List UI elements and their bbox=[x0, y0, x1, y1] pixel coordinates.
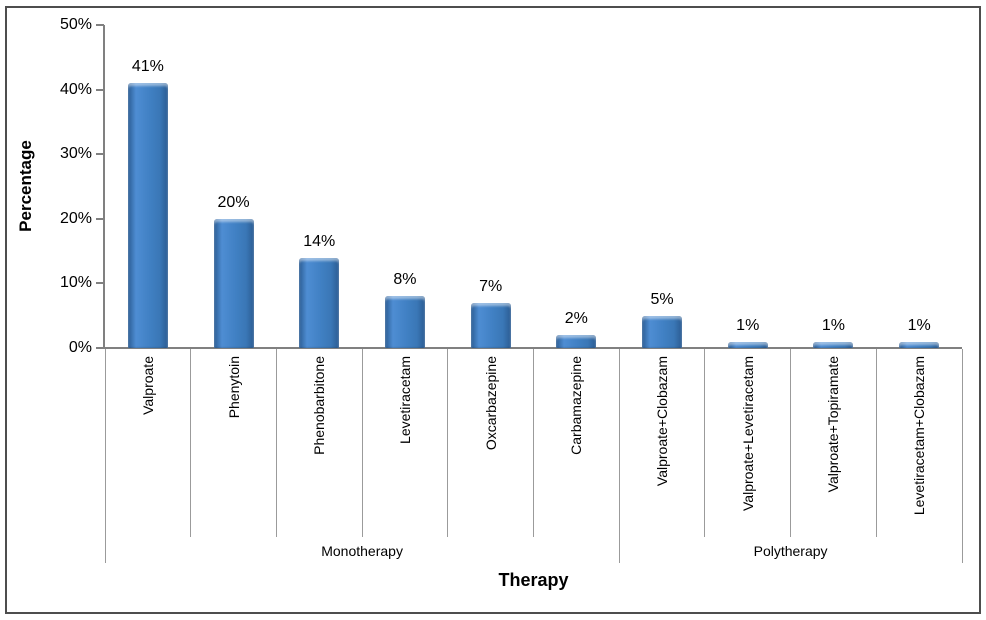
bar bbox=[127, 83, 168, 348]
chart-border bbox=[5, 6, 981, 614]
category-label: Levetiracetam+Clobazam bbox=[911, 356, 928, 516]
category-label: Valproate+Topiramate bbox=[825, 356, 842, 493]
category-label: Oxcarbazepine bbox=[482, 356, 499, 451]
bar bbox=[899, 341, 940, 348]
y-tick bbox=[96, 347, 104, 349]
y-tick-label: 10% bbox=[59, 274, 92, 292]
bar-value-label: 20% bbox=[217, 193, 250, 211]
y-tick bbox=[96, 282, 104, 285]
category-separator bbox=[533, 349, 534, 537]
category-separator bbox=[361, 349, 363, 537]
bar bbox=[642, 315, 683, 348]
y-tick-label: 40% bbox=[59, 80, 92, 98]
category-label: Levetiracetam bbox=[396, 356, 413, 444]
group-separator bbox=[104, 349, 106, 563]
bar bbox=[556, 335, 597, 348]
category-label: Phenytoin bbox=[225, 356, 242, 419]
bar bbox=[813, 341, 854, 348]
bar-value-label: 7% bbox=[479, 277, 503, 295]
bar bbox=[470, 302, 511, 348]
bar bbox=[299, 257, 340, 348]
category-label: Valproate bbox=[139, 356, 156, 415]
bar bbox=[727, 341, 768, 348]
y-tick bbox=[96, 88, 104, 91]
y-tick-label: 30% bbox=[59, 145, 92, 163]
bar-value-label: 14% bbox=[303, 232, 336, 250]
bar-value-label: 1% bbox=[736, 316, 760, 334]
y-tick bbox=[96, 24, 104, 26]
y-tick-label: 0% bbox=[68, 339, 92, 356]
group-separator bbox=[618, 349, 620, 563]
bar-value-label: 8% bbox=[393, 271, 417, 289]
y-axis-title: Percentage bbox=[16, 140, 35, 232]
bar-value-label: 2% bbox=[564, 310, 588, 328]
bar-value-label: 5% bbox=[650, 290, 674, 308]
category-separator bbox=[875, 349, 877, 537]
bar-value-label: 1% bbox=[821, 316, 845, 334]
category-separator bbox=[790, 349, 792, 537]
bar-value-label: 1% bbox=[907, 316, 931, 334]
y-tick bbox=[96, 217, 104, 220]
category-label: Valproate+Clobazam bbox=[654, 356, 671, 487]
bar bbox=[384, 296, 425, 348]
category-label: Phenobarbitone bbox=[311, 356, 328, 455]
y-axis-line bbox=[103, 25, 105, 349]
category-separator bbox=[190, 349, 192, 537]
group-separator bbox=[961, 349, 963, 563]
y-tick-label: 50% bbox=[59, 16, 92, 33]
category-separator bbox=[275, 349, 277, 537]
bar bbox=[213, 218, 254, 348]
group-label: Monotherapy bbox=[321, 543, 403, 559]
y-tick-label: 20% bbox=[59, 209, 92, 227]
category-label: Valproate+Levetiracetam bbox=[739, 356, 756, 511]
category-separator bbox=[704, 349, 706, 537]
bar-value-label: 41% bbox=[131, 58, 164, 76]
x-axis-title: Therapy bbox=[498, 570, 569, 590]
x-axis-line bbox=[103, 347, 962, 349]
y-tick bbox=[96, 153, 104, 156]
category-separator bbox=[447, 349, 449, 537]
category-label: Carbamazepine bbox=[568, 356, 585, 455]
group-label: Polytherapy bbox=[753, 543, 828, 559]
